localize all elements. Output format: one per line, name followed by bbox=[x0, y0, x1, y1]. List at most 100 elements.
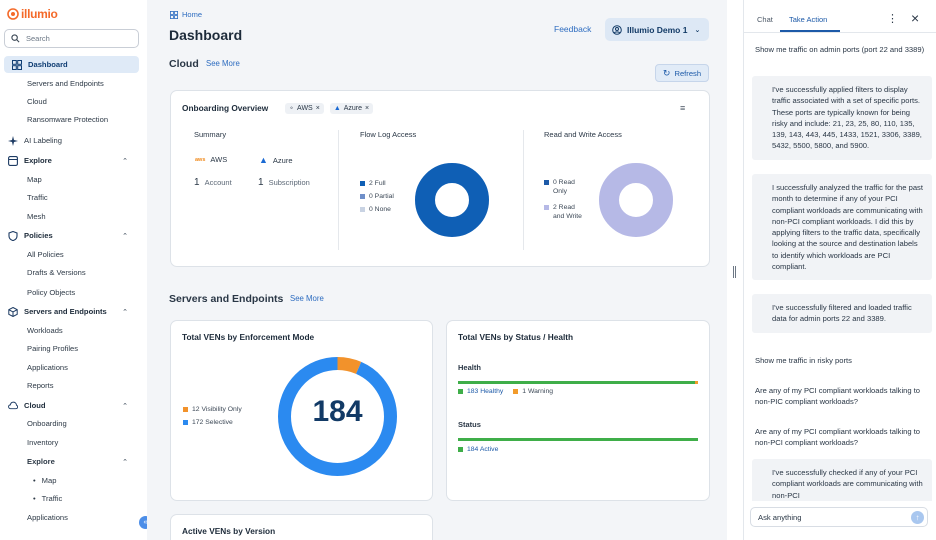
sidebar-item-applications[interactable]: Applications bbox=[0, 359, 140, 376]
sidebar-item-workloads[interactable]: Workloads bbox=[0, 322, 140, 339]
sidebar-item-label: Policy Objects bbox=[27, 288, 76, 297]
sidebar-item-reports[interactable]: Reports bbox=[0, 377, 140, 394]
legend-swatch bbox=[544, 205, 549, 210]
donut-slice-selective[interactable] bbox=[278, 357, 397, 476]
legend-swatch bbox=[183, 420, 188, 425]
sidebar-item-onboarding[interactable]: Onboarding bbox=[0, 415, 140, 432]
dashboard-icon bbox=[12, 59, 22, 70]
provider-name: Azure bbox=[272, 155, 293, 165]
message-text: I successfully analyzed the traffic for … bbox=[772, 183, 923, 272]
close-icon[interactable]: × bbox=[315, 105, 320, 112]
sidebar-item-traffic[interactable]: Traffic bbox=[0, 189, 140, 206]
breadcrumb-home[interactable]: Home bbox=[182, 10, 203, 19]
search-placeholder: Search bbox=[26, 34, 50, 43]
count-value: 1 bbox=[258, 177, 264, 188]
search-input[interactable]: Search bbox=[4, 29, 139, 48]
breadcrumb[interactable]: Home bbox=[170, 10, 202, 19]
sidebar-item-ransomware[interactable]: Ransomware Protection bbox=[0, 111, 140, 128]
donut-slice-full[interactable] bbox=[415, 163, 489, 237]
sidebar-item-label: Ransomware Protection bbox=[27, 115, 109, 124]
sidebar-item-label: Cloud bbox=[24, 401, 46, 410]
sidebar-item-cloud-group[interactable]: Cloud ⌃ bbox=[0, 397, 140, 414]
count-value: 1 bbox=[194, 177, 200, 188]
bullet-icon: • bbox=[33, 476, 36, 485]
sidebar-item-cloud-explore[interactable]: Explore ⌃ bbox=[0, 453, 140, 470]
legend-item: 1 Warning bbox=[513, 388, 553, 395]
sidebar-item-mesh[interactable]: Mesh bbox=[0, 208, 140, 225]
filter-icon[interactable]: ≡ bbox=[680, 103, 686, 113]
chat-message-user: Are any of my PCI compliant workloads ta… bbox=[755, 385, 931, 407]
ai-sparkle-icon bbox=[8, 135, 18, 146]
sidebar-item-label: Traffic bbox=[41, 494, 63, 503]
legend-item: 0 Partial bbox=[360, 193, 394, 200]
legend-label[interactable]: 183 Healthy bbox=[467, 388, 504, 395]
sidebar-item-servers-endpoints[interactable]: Servers and Endpoints bbox=[0, 75, 140, 92]
ask-input[interactable]: Ask anything ↑ bbox=[750, 507, 928, 527]
search-icon bbox=[11, 34, 20, 43]
tab-divider bbox=[744, 32, 936, 33]
sidebar-item-cloud-map[interactable]: • Map bbox=[0, 472, 140, 489]
sidebar-item-all-policies[interactable]: All Policies bbox=[0, 246, 140, 263]
legend-swatch bbox=[360, 181, 365, 186]
close-icon[interactable]: × bbox=[911, 10, 920, 26]
sidebar-item-label: Applications bbox=[27, 363, 68, 372]
sidebar-item-ai-labeling[interactable]: AI Labeling bbox=[0, 132, 140, 149]
sidebar-item-policies[interactable]: Policies ⌃ bbox=[0, 227, 140, 244]
chip-label: AWS bbox=[297, 105, 313, 112]
sidebar-item-cloud-traffic[interactable]: • Traffic bbox=[0, 490, 140, 507]
total-vens-value: 184 bbox=[312, 395, 363, 428]
org-switcher-button[interactable]: Illumio Demo 1 ⌄ bbox=[605, 18, 709, 41]
sidebar-item-explore[interactable]: Explore ⌃ bbox=[0, 152, 140, 169]
active-vens-version-card: Active VENs by Version bbox=[170, 514, 433, 540]
shield-icon bbox=[8, 230, 18, 241]
more-vertical-icon[interactable]: ⋮ bbox=[887, 13, 898, 25]
feedback-link[interactable]: Feedback bbox=[554, 24, 592, 34]
donut-slice-read-and-write[interactable] bbox=[599, 163, 673, 237]
active-tab-indicator bbox=[780, 30, 840, 32]
sidebar-item-label: Map bbox=[41, 476, 57, 485]
sidebar-item-map[interactable]: Map bbox=[0, 171, 140, 188]
chip-azure[interactable]: ▲ Azure × bbox=[329, 103, 374, 114]
flow-log-legend: 2 Full 0 Partial 0 None bbox=[360, 180, 394, 213]
cloud-see-more-link[interactable]: See More bbox=[206, 59, 240, 68]
panel-resize-handle[interactable] bbox=[733, 266, 737, 278]
sidebar-item-label: Onboarding bbox=[27, 419, 67, 428]
sidebar-item-policy-objects[interactable]: Policy Objects bbox=[0, 284, 140, 301]
close-icon[interactable]: × bbox=[365, 105, 370, 112]
health-bar bbox=[458, 381, 698, 384]
page-title: Dashboard bbox=[169, 27, 243, 43]
bullet-icon: • bbox=[33, 494, 36, 503]
aws-icon: aws bbox=[195, 156, 206, 163]
legend-label[interactable]: 184 Active bbox=[467, 446, 499, 453]
tab-take-action[interactable]: Take Action bbox=[789, 15, 828, 24]
onboarding-title: Onboarding Overview bbox=[182, 103, 269, 113]
sidebar-item-dashboard[interactable]: Dashboard bbox=[4, 56, 139, 73]
sidebar-item-label: Reports bbox=[27, 381, 54, 390]
servers-see-more-link[interactable]: See More bbox=[290, 294, 324, 303]
legend-label: 2 Read and Write bbox=[553, 204, 582, 220]
sidebar-item-drafts[interactable]: Drafts & Versions bbox=[0, 264, 140, 281]
sidebar-item-pairing-profiles[interactable]: Pairing Profiles bbox=[0, 340, 140, 357]
sidebar-item-cloud[interactable]: Cloud bbox=[0, 93, 140, 110]
sidebar-item-label: Workloads bbox=[27, 326, 63, 335]
sidebar-item-inventory[interactable]: Inventory bbox=[0, 434, 140, 451]
message-text: I've successfully checked if any of your… bbox=[772, 468, 923, 500]
sidebar-item-label: Dashboard bbox=[28, 60, 68, 69]
tab-chat[interactable]: Chat bbox=[757, 15, 773, 24]
refresh-button[interactable]: ↻ Refresh bbox=[655, 64, 709, 82]
chip-aws[interactable]: ⚬ AWS × bbox=[285, 103, 324, 114]
ask-input-value: Ask anything bbox=[758, 512, 802, 522]
count-unit: Account bbox=[204, 178, 232, 187]
legend-label: 2 Full bbox=[369, 180, 386, 187]
count-unit: Subscription bbox=[268, 178, 310, 187]
chat-message-bot: I successfully analyzed the traffic for … bbox=[752, 174, 932, 281]
legend-item: 184 Active bbox=[458, 446, 498, 453]
legend-label[interactable]: 1 Warning bbox=[522, 388, 554, 395]
bar-segment-healthy bbox=[458, 381, 696, 384]
onboarding-overview-card: Onboarding Overview ⚬ AWS × ▲ Azure × ≡ … bbox=[170, 90, 710, 267]
send-arrow-icon[interactable]: ↑ bbox=[911, 511, 924, 524]
status-bar bbox=[458, 438, 698, 441]
sidebar-item-servers-endpoints-group[interactable]: Servers and Endpoints ⌃ bbox=[0, 303, 140, 320]
illumio-logo[interactable]: illumio bbox=[7, 7, 58, 21]
sidebar-item-cloud-applications[interactable]: Applications bbox=[0, 509, 140, 526]
